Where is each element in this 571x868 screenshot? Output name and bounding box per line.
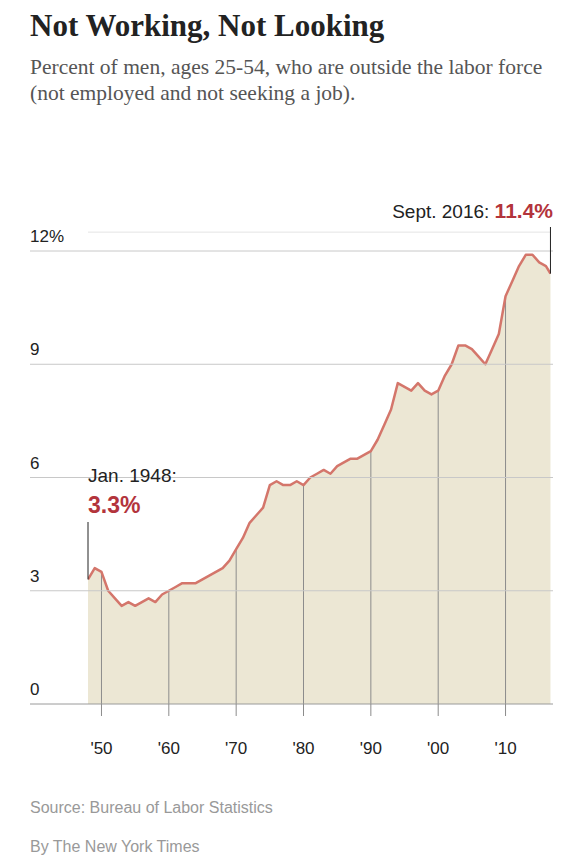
chart: 0 3 6 9 12% '50 '60 '70 '80 '90 '00 '10 Jan. 1948: 3.…	[0, 0, 571, 868]
x-tick	[370, 704, 371, 716]
x-tick-label: '90	[360, 739, 382, 758]
annotation-label: Sept. 2016:	[392, 201, 494, 222]
y-tick-label: 3	[30, 567, 39, 586]
y-tick-label: 0	[30, 680, 39, 699]
x-grid-line	[236, 232, 237, 704]
y-grid-line	[30, 364, 553, 365]
y-tick-label: 12%	[30, 227, 64, 246]
y-tick-label: 6	[30, 454, 39, 473]
subtitle: Percent of men, ages 25-54, who are outs…	[30, 54, 555, 106]
annotation: Sept. 2016: 11.4%	[392, 199, 553, 222]
x-tick-label: '10	[494, 739, 516, 758]
x-grid-line	[303, 232, 304, 704]
x-grid-line	[370, 232, 371, 704]
x-tick	[101, 704, 102, 716]
x-tick	[236, 704, 237, 716]
x-tick-label: '70	[225, 739, 247, 758]
plot-area	[88, 232, 550, 704]
annotation-line	[550, 227, 551, 274]
x-tick	[168, 704, 169, 716]
x-grid-line	[438, 232, 439, 704]
x-tick	[438, 704, 439, 716]
x-tick-label: '50	[90, 739, 112, 758]
x-tick	[505, 704, 506, 716]
y-grid-line	[30, 704, 553, 705]
annotation-line	[88, 522, 89, 579]
y-grid-line	[30, 590, 553, 591]
x-tick	[303, 704, 304, 716]
line	[88, 255, 550, 606]
plot-frame-top	[88, 232, 551, 233]
annotation-value: 3.3%	[88, 492, 140, 518]
annotation-value: 11.4%	[495, 199, 554, 222]
area	[88, 255, 550, 704]
x-tick-label: '00	[427, 739, 449, 758]
source: Source: Bureau of Labor Statistics	[30, 799, 273, 816]
y-grid-line	[30, 251, 553, 252]
credit: By The New York Times	[30, 838, 200, 855]
annotation-label: Jan. 1948:	[88, 465, 177, 486]
y-tick-label: 9	[30, 340, 39, 359]
title: Not Working, Not Looking	[30, 8, 384, 44]
x-tick-label: '80	[292, 739, 314, 758]
x-tick-label: '60	[158, 739, 180, 758]
